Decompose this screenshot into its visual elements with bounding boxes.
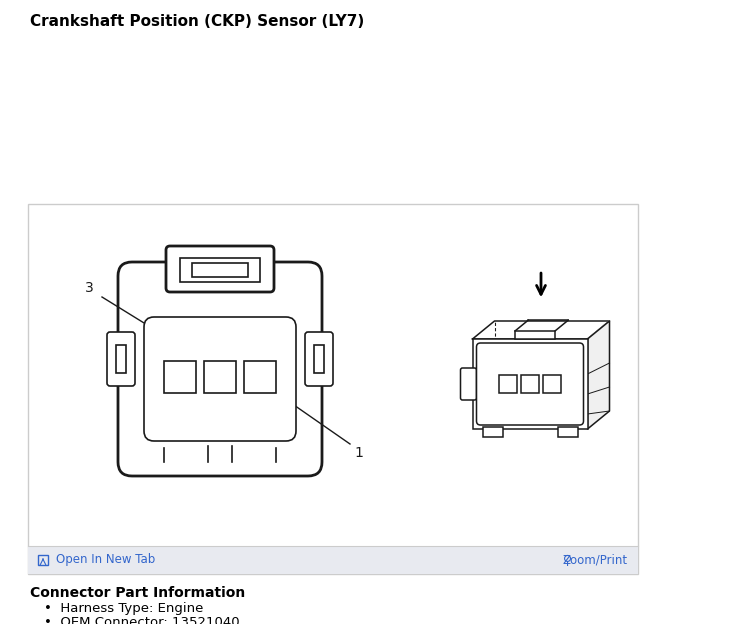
FancyBboxPatch shape [305,332,333,386]
FancyBboxPatch shape [118,262,322,476]
Bar [515,331,555,339]
FancyBboxPatch shape [107,332,135,386]
Text: 1: 1 [354,446,363,460]
Bar [521,375,539,393]
Bar [557,427,577,437]
Bar [244,361,276,393]
Bar [543,375,561,393]
Bar [116,345,126,373]
Bar [472,339,588,429]
Text: •  Harness Type: Engine: • Harness Type: Engine [44,602,203,615]
Text: Zoom/Print: Zoom/Print [563,553,628,567]
Bar [28,546,638,574]
Polygon shape [472,321,610,339]
FancyBboxPatch shape [166,246,274,292]
Bar [38,555,48,565]
Bar [483,427,503,437]
Polygon shape [588,321,610,429]
Text: ⚲: ⚲ [563,553,572,567]
Text: Crankshaft Position (CKP) Sensor (LY7): Crankshaft Position (CKP) Sensor (LY7) [30,14,364,29]
FancyBboxPatch shape [477,343,584,425]
Text: 3: 3 [85,281,94,295]
Text: Connector Part Information: Connector Part Information [30,586,245,600]
Bar [204,361,236,393]
Bar [314,345,324,373]
Bar [499,375,517,393]
Bar [180,258,260,282]
Text: •  OEM Connector: 13521040: • OEM Connector: 13521040 [44,617,239,624]
FancyBboxPatch shape [144,317,296,441]
Text: Open In New Tab: Open In New Tab [56,553,155,567]
Bar [28,204,638,574]
FancyBboxPatch shape [460,368,477,400]
Bar [192,263,248,277]
Bar [164,361,196,393]
